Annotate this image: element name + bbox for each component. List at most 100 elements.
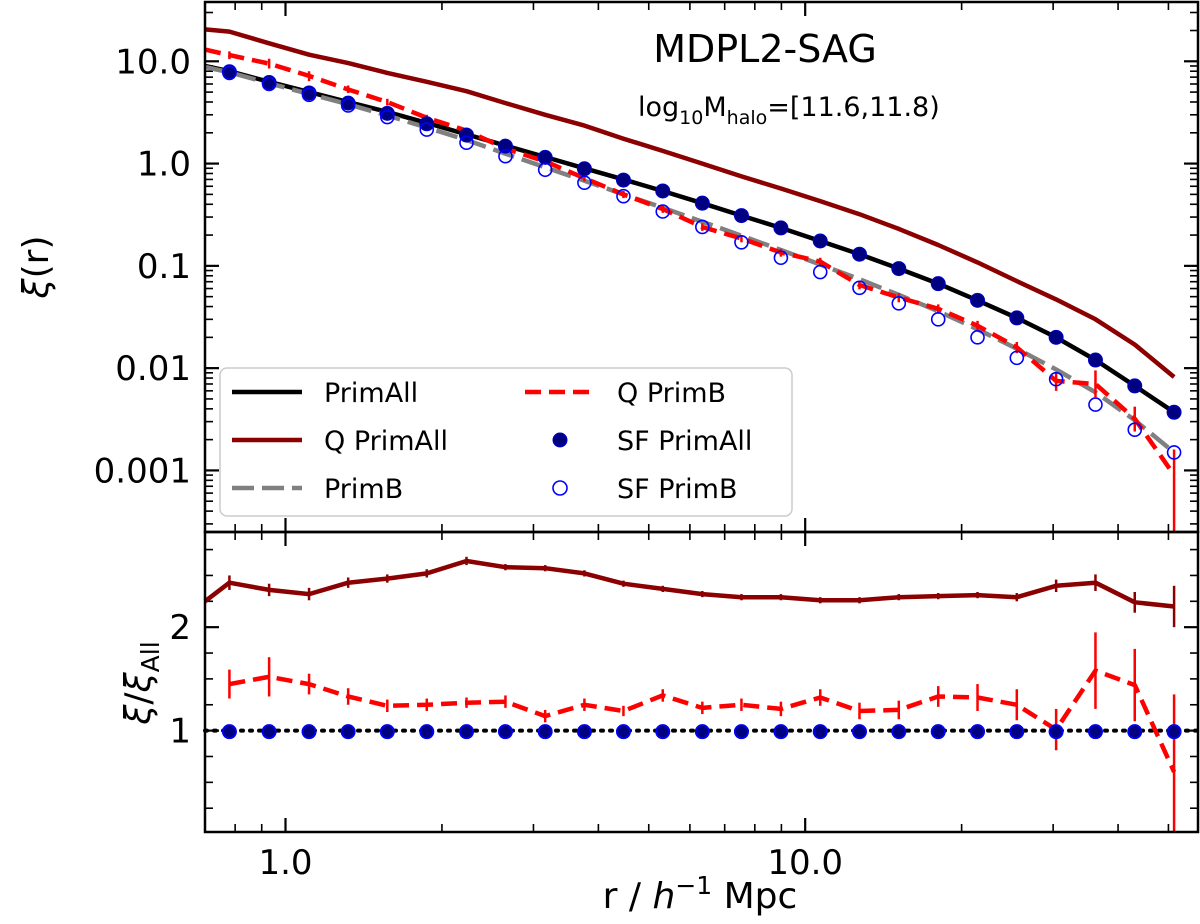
- top-panel: 10.0 1.0 0.1 0.01 0.001 MDPL2-SAG log10Mhalo…: [16, 0, 1200, 534]
- bottom-sf-primb-point: [812, 724, 828, 739]
- top-sf-primall-point: [891, 261, 907, 277]
- legend-primall-label: PrimAll: [324, 378, 418, 409]
- top-sf-primb-point: [852, 280, 867, 296]
- top-sf-primall-point: [1166, 404, 1182, 420]
- bottom-sf-primb-point: [655, 724, 671, 739]
- bottom-sf-primb-point: [261, 724, 277, 739]
- chart-title: MDPL2-SAG: [653, 27, 877, 71]
- top-sf-primb-point: [891, 296, 907, 311]
- bottom-sf-primb-point: [340, 724, 356, 739]
- top-sf-primb-point: [380, 109, 395, 125]
- x-tick-label: 1.0: [258, 843, 312, 883]
- top-sf-primall-point: [497, 138, 513, 154]
- top-sf-primb-point: [577, 175, 592, 191]
- top-sf-primall-point: [1009, 310, 1025, 326]
- top-sf-primb-point: [1088, 397, 1103, 412]
- bottom-sf-primb-point: [1166, 724, 1182, 739]
- bottom-sf-primb-point: [695, 724, 710, 739]
- top-sf-primall-point: [1127, 378, 1143, 394]
- top-sf-primb-point: [970, 330, 985, 345]
- top-sf-primb-point: [537, 162, 553, 178]
- bottom-y-axis-title: ξ/ξAll: [118, 641, 165, 725]
- bottom-sf-primb-point: [891, 724, 907, 739]
- top-sf-primb-point: [734, 234, 749, 250]
- bottom-q-primall-line: [203, 558, 1175, 609]
- bottom-panel-frame: [203, 530, 1200, 834]
- top-sf-primb-point: [301, 87, 317, 103]
- top-sf-primb-point: [1166, 445, 1182, 460]
- top-sf-primb-point: [222, 65, 237, 81]
- top-q-primall-line: [204, 27, 1176, 379]
- top-sf-primall-point: [459, 127, 475, 143]
- legend-box: [219, 367, 793, 517]
- bottom-plot-area: [203, 556, 1200, 832]
- top-sf-primb-point: [773, 250, 789, 266]
- top-sf-primb-point: [340, 98, 356, 113]
- bottom-sf-primb-point: [577, 724, 592, 739]
- top-sf-primall-point: [733, 208, 749, 224]
- bottom-sf-primb-point: [852, 724, 867, 739]
- bottom-sf-primb-point: [1088, 724, 1103, 739]
- top-sf-primb-point: [616, 188, 631, 204]
- legend-q-primb-label: Q PrimB: [617, 378, 726, 409]
- bottom-sf-primb-point: [419, 724, 435, 739]
- top-sf-primall-point: [694, 195, 710, 211]
- top-sf-primb-point: [812, 264, 828, 280]
- bottom-sf-primb-point: [616, 724, 631, 739]
- top-y-axis-title: ξ(r): [16, 236, 57, 300]
- top-sf-primall-point: [576, 161, 592, 177]
- bottom-sf-primb-point: [1127, 724, 1143, 739]
- top-sf-primb-point: [419, 122, 435, 137]
- legend-sf-primb-swatch: [552, 480, 568, 496]
- bottom-sf-primb-point: [1048, 724, 1064, 739]
- bottom-sf-primb-point: [537, 724, 553, 739]
- legend-sf-primall-swatch: [552, 432, 568, 448]
- top-y-tick-label: 10.0: [115, 42, 191, 82]
- x-tick-label: 10.0: [767, 843, 843, 883]
- top-sf-primall-point: [930, 276, 946, 292]
- top-sf-primall-point: [851, 246, 867, 262]
- top-y-tick-label: 1.0: [137, 145, 191, 185]
- legend-q-primall-label: Q PrimAll: [324, 426, 448, 457]
- legend-primb-label: PrimB: [324, 474, 403, 505]
- bottom-y-tick-label: 1: [169, 712, 191, 752]
- top-sf-primb-point: [695, 219, 710, 235]
- bottom-sf-primb-point: [773, 724, 789, 739]
- top-y-tick-label: 0.01: [115, 349, 191, 389]
- legend-sf-primb-label: SF PrimB: [617, 474, 738, 505]
- top-sf-primall-point: [655, 183, 671, 199]
- top-sf-primb-point: [655, 204, 671, 219]
- bottom-panel: 1.0 10.0 1 2 ξ/ξAll r / h−1 Mpc: [118, 530, 1200, 917]
- top-sf-primall-point: [379, 105, 395, 121]
- top-sf-primall-point: [970, 292, 986, 308]
- top-axis-ticks: 10.0 1.0 0.1 0.01 0.001: [94, 2, 1198, 532]
- legend-sf-primall-label: SF PrimAll: [617, 426, 752, 457]
- top-q-primb-line: [204, 47, 1176, 477]
- bottom-sf-primb-point: [970, 724, 985, 739]
- top-plot-area: [204, 27, 1182, 532]
- top-sf-primb-point: [1009, 350, 1025, 366]
- top-y-tick-label: 0.001: [94, 451, 191, 491]
- bottom-sf-primb-point: [930, 724, 946, 739]
- top-sf-primb-point: [1127, 422, 1143, 438]
- top-sf-primall-point: [1087, 352, 1103, 368]
- top-sf-primall-point: [812, 233, 828, 249]
- bottom-sf-primb-point: [459, 724, 474, 739]
- top-sf-primb-point: [498, 148, 513, 164]
- top-sf-primb-point: [1048, 371, 1064, 387]
- top-sf-primb-point: [930, 312, 946, 327]
- bottom-sf-primb-point: [301, 724, 317, 739]
- top-sf-primall-point: [1048, 329, 1064, 345]
- bottom-sf-primb-point: [1009, 724, 1025, 739]
- top-sf-primall-point: [615, 172, 631, 188]
- x-axis-title: r / h−1 Mpc: [603, 871, 798, 917]
- bottom-sf-primb-point: [734, 724, 749, 739]
- top-sf-primb-point: [261, 76, 277, 92]
- bottom-y-tick-label: 2: [169, 608, 191, 648]
- legend: PrimAll Q PrimAll PrimB Q PrimB SF PrimAll SF…: [219, 367, 793, 517]
- top-y-tick-label: 0.1: [137, 247, 191, 287]
- top-sf-primall-point: [537, 149, 553, 165]
- bottom-axis-ticks: 1.0 10.0 1 2: [169, 532, 1198, 883]
- halo-mass-annotation: log10Mhalo=[11.6,11.8): [638, 92, 940, 129]
